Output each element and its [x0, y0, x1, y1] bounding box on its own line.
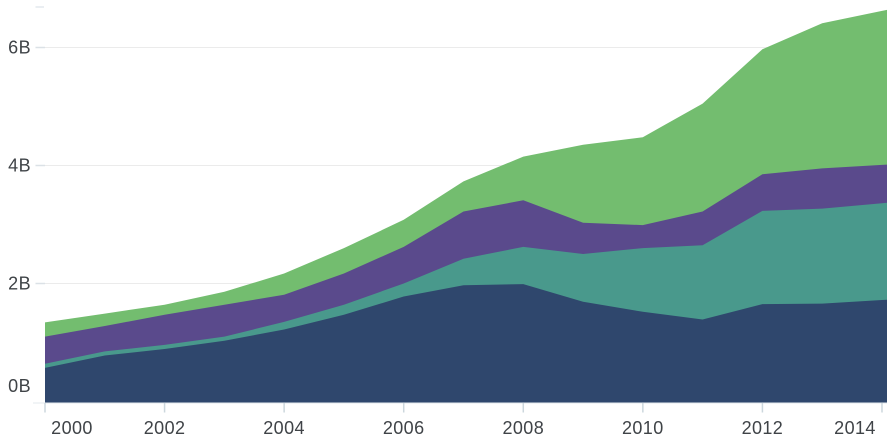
- area-series-1-navy: [45, 284, 887, 403]
- x-axis-label-2002: 2002: [144, 418, 186, 438]
- x-axis-label-2014: 2014: [834, 418, 876, 438]
- x-axis-label-2010: 2010: [622, 418, 664, 438]
- y-axis-label-2B: 2B: [8, 274, 31, 294]
- y-axis-label-4B: 4B: [8, 156, 31, 176]
- y-axis-label-6B: 6B: [8, 38, 31, 58]
- x-axis-label-2000: 2000: [51, 418, 93, 438]
- x-axis-label-2008: 2008: [502, 418, 544, 438]
- y-axis-label-0B: 0B: [8, 376, 31, 396]
- x-axis-label-2006: 2006: [383, 418, 425, 438]
- x-axis-label-2004: 2004: [263, 418, 305, 438]
- x-axis-label-2012: 2012: [742, 418, 784, 438]
